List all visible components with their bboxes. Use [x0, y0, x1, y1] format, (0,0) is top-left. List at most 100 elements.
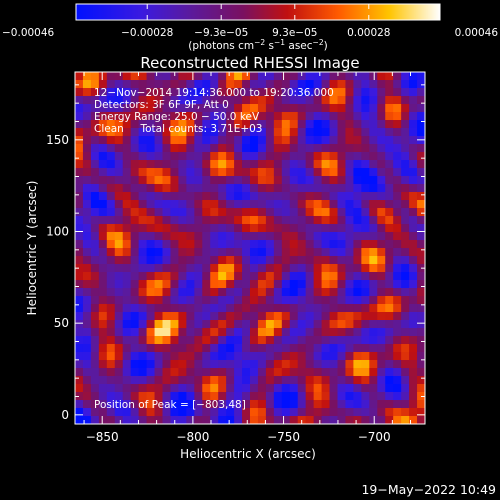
heatmap-cell	[385, 208, 394, 217]
heatmap-cell	[417, 248, 425, 257]
heatmap-cell	[345, 184, 354, 193]
heatmap-cell	[122, 328, 132, 337]
heatmap-cell	[210, 392, 219, 401]
heatmap-cell	[154, 104, 163, 113]
heatmap-cell	[114, 112, 124, 121]
heatmap-cell	[162, 376, 171, 385]
heatmap-cell	[210, 288, 219, 297]
heatmap-cell	[202, 144, 211, 153]
heatmap-cell	[369, 232, 378, 241]
heatmap-cell	[146, 304, 155, 313]
heatmap-cell	[210, 224, 219, 233]
heatmap-cell	[273, 88, 283, 97]
heatmap-cell	[289, 136, 299, 145]
heatmap-cell	[385, 328, 394, 337]
heatmap-cell	[242, 184, 251, 193]
heatmap-cell	[329, 320, 338, 329]
heatmap-cell	[417, 368, 425, 377]
heatmap-cell	[194, 88, 203, 97]
heatmap-cell	[106, 200, 116, 209]
heatmap-cell	[257, 344, 267, 353]
heatmap-cell	[162, 216, 171, 225]
heatmap-cell	[257, 176, 267, 185]
heatmap-cell	[122, 256, 132, 265]
heatmap-cell	[297, 336, 307, 345]
heatmap-cell	[297, 232, 307, 241]
heatmap-cell	[369, 288, 378, 297]
heatmap-cell	[385, 376, 394, 385]
heatmap-cell	[146, 336, 155, 345]
heatmap-cell	[202, 296, 211, 305]
heatmap-cell	[194, 264, 203, 273]
heatmap-cell	[377, 144, 386, 153]
heatmap-cell	[265, 280, 275, 289]
heatmap-cell	[226, 136, 235, 145]
heatmap-cell	[194, 360, 203, 369]
heatmap-cell	[130, 256, 140, 265]
heatmap-cell	[178, 392, 187, 401]
heatmap-cell	[257, 200, 267, 209]
heatmap-cell	[321, 272, 330, 281]
heatmap-cell	[178, 224, 187, 233]
heatmap-cell	[202, 72, 211, 81]
heatmap-cell	[186, 208, 195, 217]
heatmap-cell	[178, 376, 187, 385]
heatmap-cell	[114, 120, 124, 129]
heatmap-cell	[75, 144, 84, 153]
heatmap-cell	[401, 152, 410, 161]
heatmap-cell	[289, 400, 299, 409]
heatmap-cell	[106, 320, 116, 329]
y-axis-label: Heliocentric Y (arcsec)	[25, 181, 39, 316]
heatmap-cell	[345, 216, 354, 225]
heatmap-cell	[194, 72, 203, 81]
heatmap-cell	[98, 352, 108, 361]
heatmap-cell	[98, 216, 108, 225]
heatmap-cell	[329, 416, 338, 424]
heatmap-cell	[313, 120, 322, 129]
heatmap-cell	[210, 240, 219, 249]
heatmap-cell	[130, 376, 140, 385]
heatmap-cell	[186, 120, 195, 129]
heatmap-cell	[289, 352, 299, 361]
heatmap-cell	[75, 352, 84, 361]
heatmap-cell	[242, 232, 251, 241]
heatmap-cell	[154, 392, 163, 401]
heatmap-cell	[242, 344, 251, 353]
heatmap-cell	[162, 408, 171, 417]
heatmap-cell	[337, 72, 346, 81]
heatmap-cell	[170, 248, 179, 257]
heatmap-cell	[234, 328, 243, 337]
heatmap-cell	[377, 136, 386, 145]
heatmap-cell	[250, 256, 259, 265]
heatmap-cell	[337, 224, 346, 233]
heatmap-cell	[114, 280, 124, 289]
heatmap-cell	[289, 88, 299, 97]
heatmap-cell	[369, 336, 378, 345]
heatmap-cell	[313, 152, 322, 161]
heatmap-cell	[273, 200, 283, 209]
heatmap-cell	[242, 80, 251, 89]
heatmap-cell	[154, 232, 163, 241]
heatmap-cell	[361, 336, 370, 345]
heatmap-cell	[289, 368, 299, 377]
heatmap-cell	[98, 320, 108, 329]
heatmap-cell	[250, 120, 259, 129]
heatmap-cell	[90, 104, 100, 113]
heatmap-cell	[98, 304, 108, 313]
heatmap-cell	[234, 112, 243, 121]
heatmap-cell	[345, 392, 354, 401]
heatmap-cell	[369, 304, 378, 313]
heatmap-cell	[226, 128, 235, 137]
heatmap-cell	[82, 176, 92, 185]
heatmap-cell	[265, 320, 275, 329]
heatmap-cell	[417, 176, 425, 185]
heatmap-cell	[337, 368, 346, 377]
heatmap-cell	[281, 208, 291, 217]
heatmap-cell	[273, 72, 283, 81]
heatmap-cell	[210, 152, 219, 161]
heatmap-cell	[305, 296, 315, 305]
heatmap-cell	[297, 176, 307, 185]
heatmap-cell	[281, 376, 291, 385]
heatmap-cell	[305, 264, 315, 273]
